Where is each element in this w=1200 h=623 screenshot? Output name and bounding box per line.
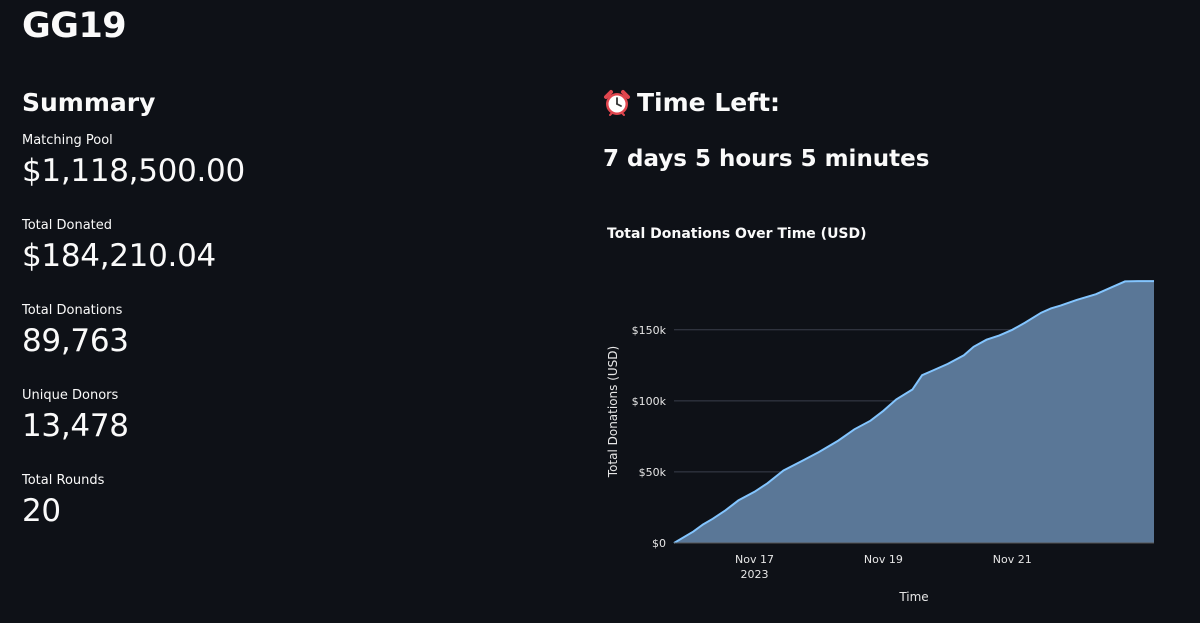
alarm-clock-icon: [603, 89, 631, 117]
x-tick-sublabel: 2023: [741, 568, 769, 581]
summary-heading: Summary: [22, 88, 156, 117]
x-tick-label: Nov 21: [993, 553, 1032, 566]
metric-value: 89,763: [22, 323, 129, 359]
time-left-heading: Time Left:: [637, 88, 781, 117]
series-line: [673, 280, 1154, 544]
y-tick-label: $0: [652, 537, 666, 550]
y-tick-label: $100k: [632, 395, 667, 408]
area-fill: [674, 281, 1154, 543]
metric-label: Unique Donors: [22, 388, 119, 403]
y-tick-label: $150k: [632, 324, 667, 337]
app-title: GG19: [22, 6, 127, 46]
time-left-heading-row: Time Left:: [603, 88, 1173, 117]
metric-label: Total Rounds: [22, 473, 105, 488]
metric-value: $1,118,500.00: [22, 153, 245, 189]
x-tick-label: Nov 19: [864, 553, 903, 566]
chart-canvas[interactable]: $0 $50k $100k $150k Nov 17 2023 Nov 19 Nov 21 Ti…: [603, 220, 1173, 620]
time-left-value: 7 days 5 hours 5 minutes: [603, 146, 930, 172]
metric-value: $184,210.04: [22, 238, 216, 274]
x-axis-title: Time: [898, 590, 928, 604]
metric-matching-pool: Matching Pool $1,118,500.00: [22, 133, 542, 218]
y-tick-label: $50k: [639, 466, 667, 479]
time-left-section: Time Left: 7 days 5 hours 5 minutes: [603, 88, 1173, 172]
metric-label: Total Donations: [22, 303, 123, 318]
metric-unique-donors: Unique Donors 13,478: [22, 388, 542, 473]
chart-title: Total Donations Over Time (USD): [607, 226, 867, 242]
summary-section: Summary Matching Pool $1,118,500.00 Tota…: [22, 88, 542, 558]
metric-label: Matching Pool: [22, 133, 113, 148]
metric-total-rounds: Total Rounds 20: [22, 473, 542, 558]
donations-chart: Total Donations Over Time (USD) $0 $50k $1…: [603, 220, 1173, 620]
x-tick-label: Nov 17: [735, 553, 774, 566]
metric-label: Total Donated: [22, 218, 113, 233]
metric-total-donations: Total Donations 89,763: [22, 303, 542, 388]
y-axis-title: Total Donations (USD): [606, 346, 620, 478]
metric-total-donated: Total Donated $184,210.04: [22, 218, 542, 303]
metric-value: 13,478: [22, 408, 129, 444]
metric-value: 20: [22, 493, 61, 529]
